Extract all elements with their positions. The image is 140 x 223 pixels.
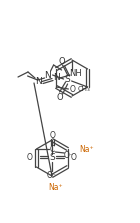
Text: O: O xyxy=(58,56,65,66)
Text: O⁻: O⁻ xyxy=(47,171,57,180)
Text: N: N xyxy=(44,70,51,80)
Text: S: S xyxy=(65,74,70,83)
Text: CH₃: CH₃ xyxy=(78,86,91,92)
Text: O: O xyxy=(49,130,55,140)
Text: O⁻: O⁻ xyxy=(63,151,73,159)
Text: O: O xyxy=(56,93,63,103)
Text: Na⁺: Na⁺ xyxy=(79,145,94,155)
Text: O: O xyxy=(69,85,75,93)
Text: O: O xyxy=(27,153,33,161)
Text: NH: NH xyxy=(70,70,82,78)
Text: S: S xyxy=(49,153,55,163)
Text: C: C xyxy=(50,145,55,153)
Text: N: N xyxy=(35,78,41,87)
Text: Na⁺: Na⁺ xyxy=(49,184,63,192)
Text: N: N xyxy=(53,74,59,83)
Text: O: O xyxy=(71,153,77,161)
